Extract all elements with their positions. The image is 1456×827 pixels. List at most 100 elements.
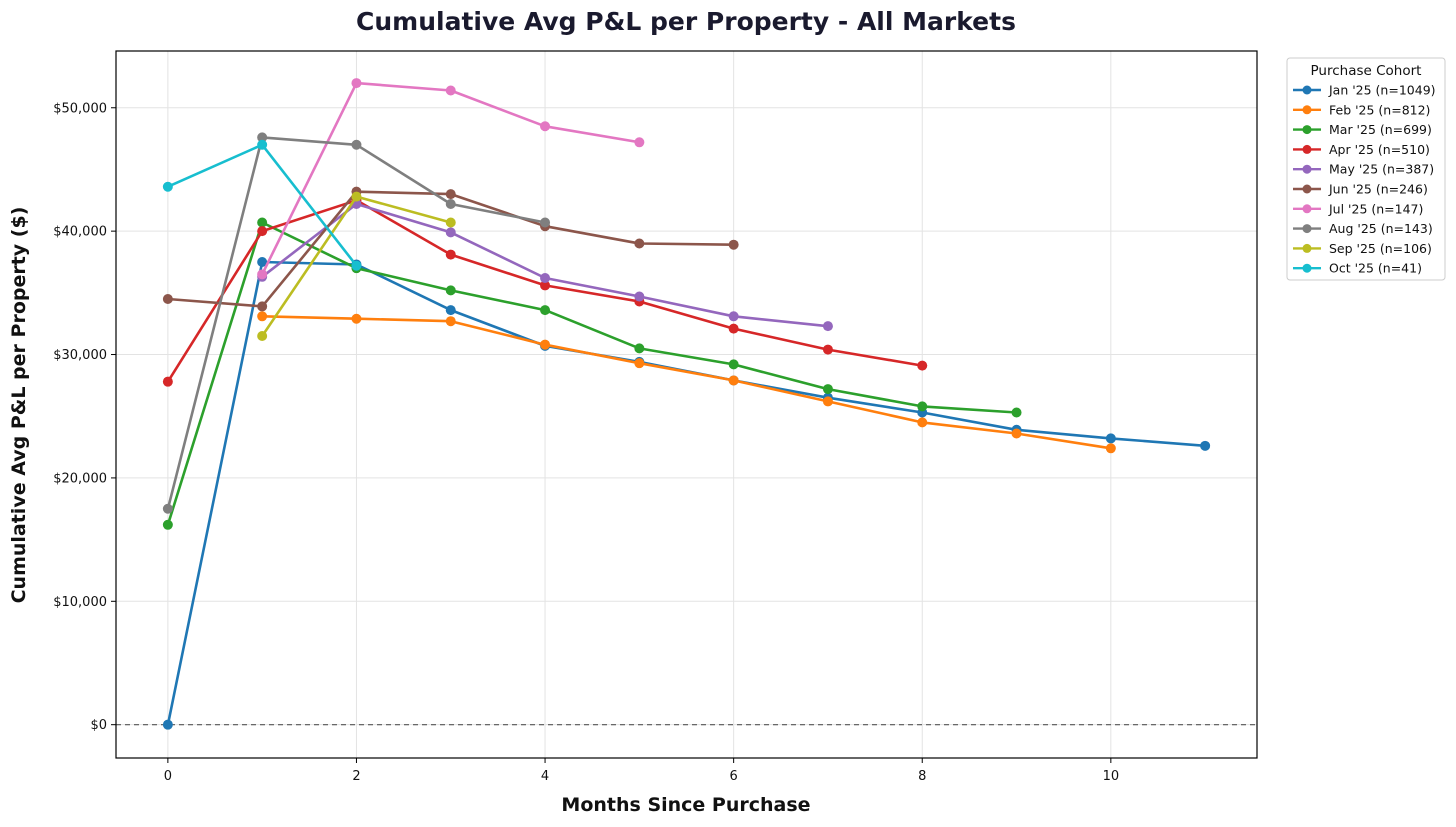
legend-swatch-marker: [1302, 204, 1312, 214]
data-point: [162, 181, 173, 192]
data-point: [257, 301, 268, 312]
series-6: [257, 78, 645, 280]
data-point: [162, 519, 173, 530]
x-tick-label: 4: [541, 769, 549, 784]
data-point: [728, 311, 739, 322]
legend-swatch-marker: [1302, 184, 1312, 194]
data-point: [822, 396, 833, 407]
data-point: [728, 359, 739, 370]
data-point: [257, 217, 268, 228]
data-point: [540, 121, 551, 132]
legend-entry: Jan '25 (n=1049): [1293, 83, 1436, 98]
data-point: [445, 85, 456, 96]
data-point: [257, 226, 268, 237]
data-point: [822, 321, 833, 332]
legend-swatch-marker: [1302, 125, 1312, 135]
data-point: [445, 189, 456, 200]
legend-label: Aug '25 (n=143): [1329, 221, 1433, 236]
data-point: [445, 227, 456, 238]
data-point: [917, 360, 928, 371]
data-point: [445, 198, 456, 209]
legend-label: Sep '25 (n=106): [1329, 241, 1432, 256]
data-point: [540, 217, 551, 228]
legend-label: Jun '25 (n=246): [1328, 182, 1428, 197]
legend-swatch-marker: [1302, 243, 1312, 253]
data-point: [257, 311, 268, 322]
series-lines: [162, 78, 1211, 730]
legend-entry: Jul '25 (n=147): [1293, 201, 1423, 216]
legend-swatch-marker: [1302, 224, 1312, 234]
y-tick-label: $50,000: [53, 101, 107, 116]
data-point: [257, 269, 268, 280]
legend-swatch-marker: [1302, 105, 1312, 115]
data-point: [445, 249, 456, 260]
data-point: [351, 191, 362, 202]
data-point: [917, 401, 928, 412]
legend-label: Feb '25 (n=812): [1329, 102, 1430, 117]
data-point: [634, 137, 645, 148]
series-7: [162, 132, 551, 514]
legend: Purchase Cohort Jan '25 (n=1049) Feb '25 …: [1286, 57, 1446, 281]
legend-entry: Feb '25 (n=812): [1293, 102, 1430, 117]
data-point: [728, 375, 739, 386]
legend-box: [1286, 57, 1446, 281]
series-1: [257, 311, 1116, 454]
legend-label: Jan '25 (n=1049): [1328, 83, 1436, 98]
series-8: [257, 191, 456, 342]
data-point: [822, 344, 833, 355]
data-point: [445, 305, 456, 316]
legend-entry: Mar '25 (n=699): [1293, 122, 1432, 137]
legend-label: Oct '25 (n=41): [1329, 261, 1422, 276]
x-tick-label: 6: [730, 769, 738, 784]
data-point: [540, 305, 551, 316]
data-point: [445, 217, 456, 228]
y-tick-label: $40,000: [53, 225, 107, 240]
plot-frame: [115, 50, 1258, 759]
x-axis-title: Months Since Purchase: [561, 794, 810, 816]
data-point: [351, 313, 362, 324]
legend-label: Mar '25 (n=699): [1329, 122, 1432, 137]
data-point: [540, 339, 551, 350]
legend-entry: Oct '25 (n=41): [1293, 261, 1422, 276]
data-point: [257, 132, 268, 143]
data-point: [1105, 433, 1116, 444]
data-point: [1011, 407, 1022, 418]
y-tick-label: $0: [90, 718, 107, 733]
data-point: [257, 139, 268, 150]
x-tick-label: 8: [918, 769, 926, 784]
legend-swatch-marker: [1302, 85, 1312, 95]
data-point: [445, 285, 456, 296]
x-tick-label: 2: [352, 769, 360, 784]
data-point: [162, 294, 173, 305]
legend-entry: May '25 (n=387): [1293, 162, 1434, 177]
x-tick-label: 10: [1103, 769, 1120, 784]
legend-entry: Sep '25 (n=106): [1293, 241, 1432, 256]
x-tick-label: 0: [164, 769, 172, 784]
legend-label: Jul '25 (n=147): [1328, 201, 1423, 216]
data-point: [162, 719, 173, 730]
series-9: [162, 139, 362, 271]
data-point: [540, 273, 551, 284]
legend-label: May '25 (n=387): [1329, 162, 1434, 177]
data-point: [445, 316, 456, 327]
legend-swatch-marker: [1302, 164, 1312, 174]
legend-swatch-marker: [1302, 263, 1312, 273]
legend-entry: Apr '25 (n=510): [1293, 142, 1430, 157]
data-point: [917, 417, 928, 428]
data-point: [257, 331, 268, 342]
legend-entry: Aug '25 (n=143): [1293, 221, 1433, 236]
data-point: [634, 358, 645, 369]
data-point: [634, 343, 645, 354]
data-point: [1011, 428, 1022, 439]
data-point: [1105, 443, 1116, 454]
data-point: [728, 239, 739, 250]
legend-label: Apr '25 (n=510): [1329, 142, 1430, 157]
data-point: [351, 139, 362, 150]
legend-entry: Jun '25 (n=246): [1293, 182, 1428, 197]
data-point: [351, 260, 362, 271]
y-tick-label: $30,000: [53, 348, 107, 363]
data-point: [351, 78, 362, 89]
data-point: [728, 323, 739, 334]
data-point: [822, 384, 833, 395]
